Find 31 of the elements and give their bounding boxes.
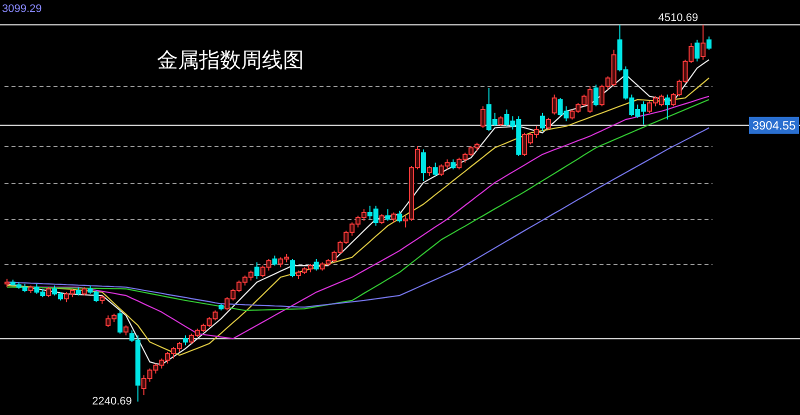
candlestick	[379, 214, 384, 225]
candlestick	[46, 286, 52, 298]
candlestick	[290, 258, 296, 278]
candlestick	[552, 94, 557, 116]
candlestick	[420, 148, 426, 182]
annotation: 3099.29	[2, 3, 42, 15]
candlestick	[706, 36, 712, 50]
candlestick	[391, 212, 396, 223]
ref-line-label: 4510.69	[658, 12, 698, 24]
candlestick	[254, 262, 260, 280]
candlestick	[694, 39, 700, 62]
candlestick	[397, 210, 402, 223]
candlestick	[664, 94, 670, 120]
candlestick	[450, 158, 456, 170]
candlestick	[182, 334, 188, 346]
candlestick	[480, 106, 486, 128]
candlestick	[540, 112, 545, 132]
candlestick	[118, 310, 123, 334]
candlestick	[546, 117, 551, 130]
candlestick	[385, 208, 390, 222]
candlestick	[123, 324, 128, 336]
candlestick	[426, 166, 432, 176]
candlestick	[498, 116, 504, 127]
annotation: 2240.69	[92, 396, 132, 408]
text: 金属指数周线图	[157, 48, 304, 72]
candlestick	[593, 84, 598, 107]
candlestick	[314, 258, 319, 272]
candlestick	[700, 24, 706, 60]
ref-line-label: 3904.55	[752, 118, 796, 132]
candlestick	[432, 162, 438, 176]
candlestick	[272, 255, 278, 266]
